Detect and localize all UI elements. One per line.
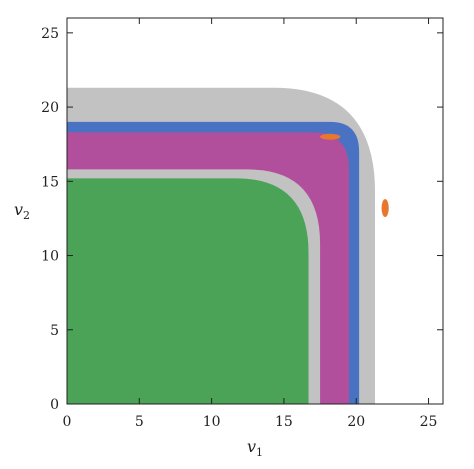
x-tick-label: 25 bbox=[420, 414, 438, 430]
y-tick-label: 15 bbox=[41, 174, 59, 190]
y-tick-label: 10 bbox=[41, 249, 59, 265]
region-green bbox=[67, 178, 309, 404]
y-tick-label: 20 bbox=[41, 100, 59, 116]
y-axis-label-sub: 2 bbox=[23, 209, 30, 222]
y-axis-label: v2 bbox=[14, 200, 30, 222]
x-tick-label: 20 bbox=[347, 414, 365, 430]
y-tick-label: 25 bbox=[41, 26, 59, 42]
plot-area bbox=[67, 87, 389, 404]
x-axis-label-sub: 1 bbox=[256, 446, 263, 459]
x-axis-label-main: v bbox=[247, 437, 256, 456]
y-tick-label: 0 bbox=[50, 397, 59, 413]
x-tick-label: 5 bbox=[135, 414, 144, 430]
x-tick-label: 15 bbox=[275, 414, 293, 430]
y-axis-label-main: v bbox=[14, 200, 23, 219]
y-tick-label: 5 bbox=[50, 323, 59, 339]
axes: 0 5 10 15 20 25 0 5 10 15 20 25 bbox=[41, 17, 444, 430]
plot-frame bbox=[66, 17, 444, 405]
x-tick-label: 0 bbox=[63, 414, 72, 430]
x-tick-label: 10 bbox=[203, 414, 221, 430]
region-orange-accent bbox=[381, 199, 389, 217]
region-orange-accent bbox=[320, 133, 341, 140]
x-axis-label: v1 bbox=[247, 437, 263, 459]
